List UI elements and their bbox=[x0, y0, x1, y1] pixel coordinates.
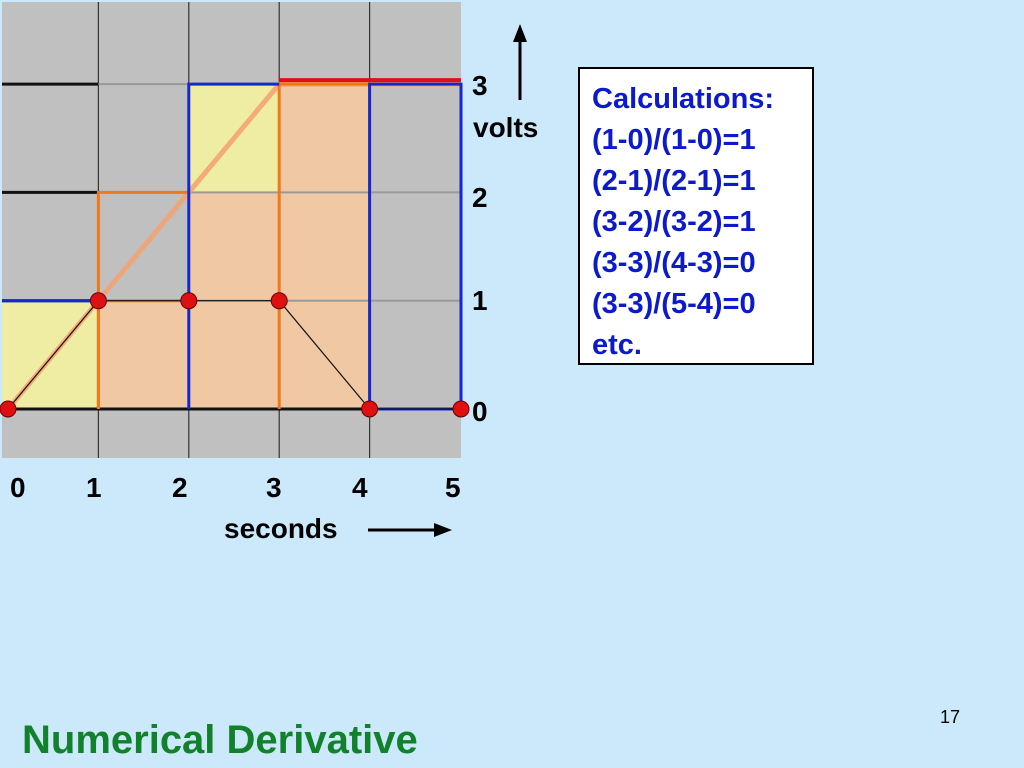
derivative-point-1 bbox=[89, 292, 107, 310]
y-axis-label: volts bbox=[473, 112, 539, 143]
slide-title: Numerical Derivative bbox=[22, 718, 418, 762]
derivative-point-5 bbox=[452, 400, 470, 418]
calculation-line: (2-1)/(2-1)=1 bbox=[592, 165, 756, 197]
x-tick-label-5: 5 bbox=[445, 472, 461, 503]
derivative-polyline bbox=[7, 300, 460, 410]
x-tick-label-0: 0 bbox=[10, 472, 26, 503]
derivative-line bbox=[0, 292, 470, 418]
seconds-arrow-head bbox=[434, 523, 452, 537]
derivative-point-0 bbox=[0, 400, 17, 418]
derivative-fill-edge bbox=[2, 300, 8, 409]
slide-number: 17 bbox=[940, 707, 961, 727]
calculation-line: (3-2)/(3-2)=1 bbox=[592, 206, 756, 238]
voltage-step-2 bbox=[96, 190, 189, 409]
y-tick-label-2: 2 bbox=[472, 182, 488, 213]
x-tick-label-3: 3 bbox=[266, 472, 282, 503]
calculations-heading: Calculations: bbox=[592, 83, 775, 115]
y-tick-label-1: 1 bbox=[472, 285, 488, 316]
y-tick-label-0: 0 bbox=[472, 396, 488, 427]
volts-arrow-head bbox=[513, 24, 527, 42]
axis-arrows bbox=[368, 24, 527, 537]
derivative-point-2 bbox=[180, 292, 198, 310]
derivative-point-4 bbox=[361, 400, 379, 418]
calculations-box: Calculations: (1-0)/(1-0)=1 (2-1)/(2-1)=1 (… bbox=[578, 67, 814, 365]
calculation-line: etc. bbox=[592, 329, 642, 361]
calculation-line: (1-0)/(1-0)=1 bbox=[592, 124, 756, 156]
x-tick-label-4: 4 bbox=[352, 472, 368, 503]
calculation-line: (3-3)/(4-3)=0 bbox=[592, 247, 756, 279]
x-axis-label: seconds bbox=[224, 513, 338, 544]
x-tick-label-2: 2 bbox=[172, 472, 188, 503]
voltage-fill-0 bbox=[98, 300, 189, 409]
calculation-line: (3-3)/(5-4)=0 bbox=[592, 288, 756, 320]
x-tick-label-1: 1 bbox=[86, 472, 102, 503]
y-tick-label-3: 3 bbox=[472, 70, 488, 101]
derivative-point-3 bbox=[270, 292, 288, 310]
voltage-fill-2 bbox=[279, 84, 370, 409]
